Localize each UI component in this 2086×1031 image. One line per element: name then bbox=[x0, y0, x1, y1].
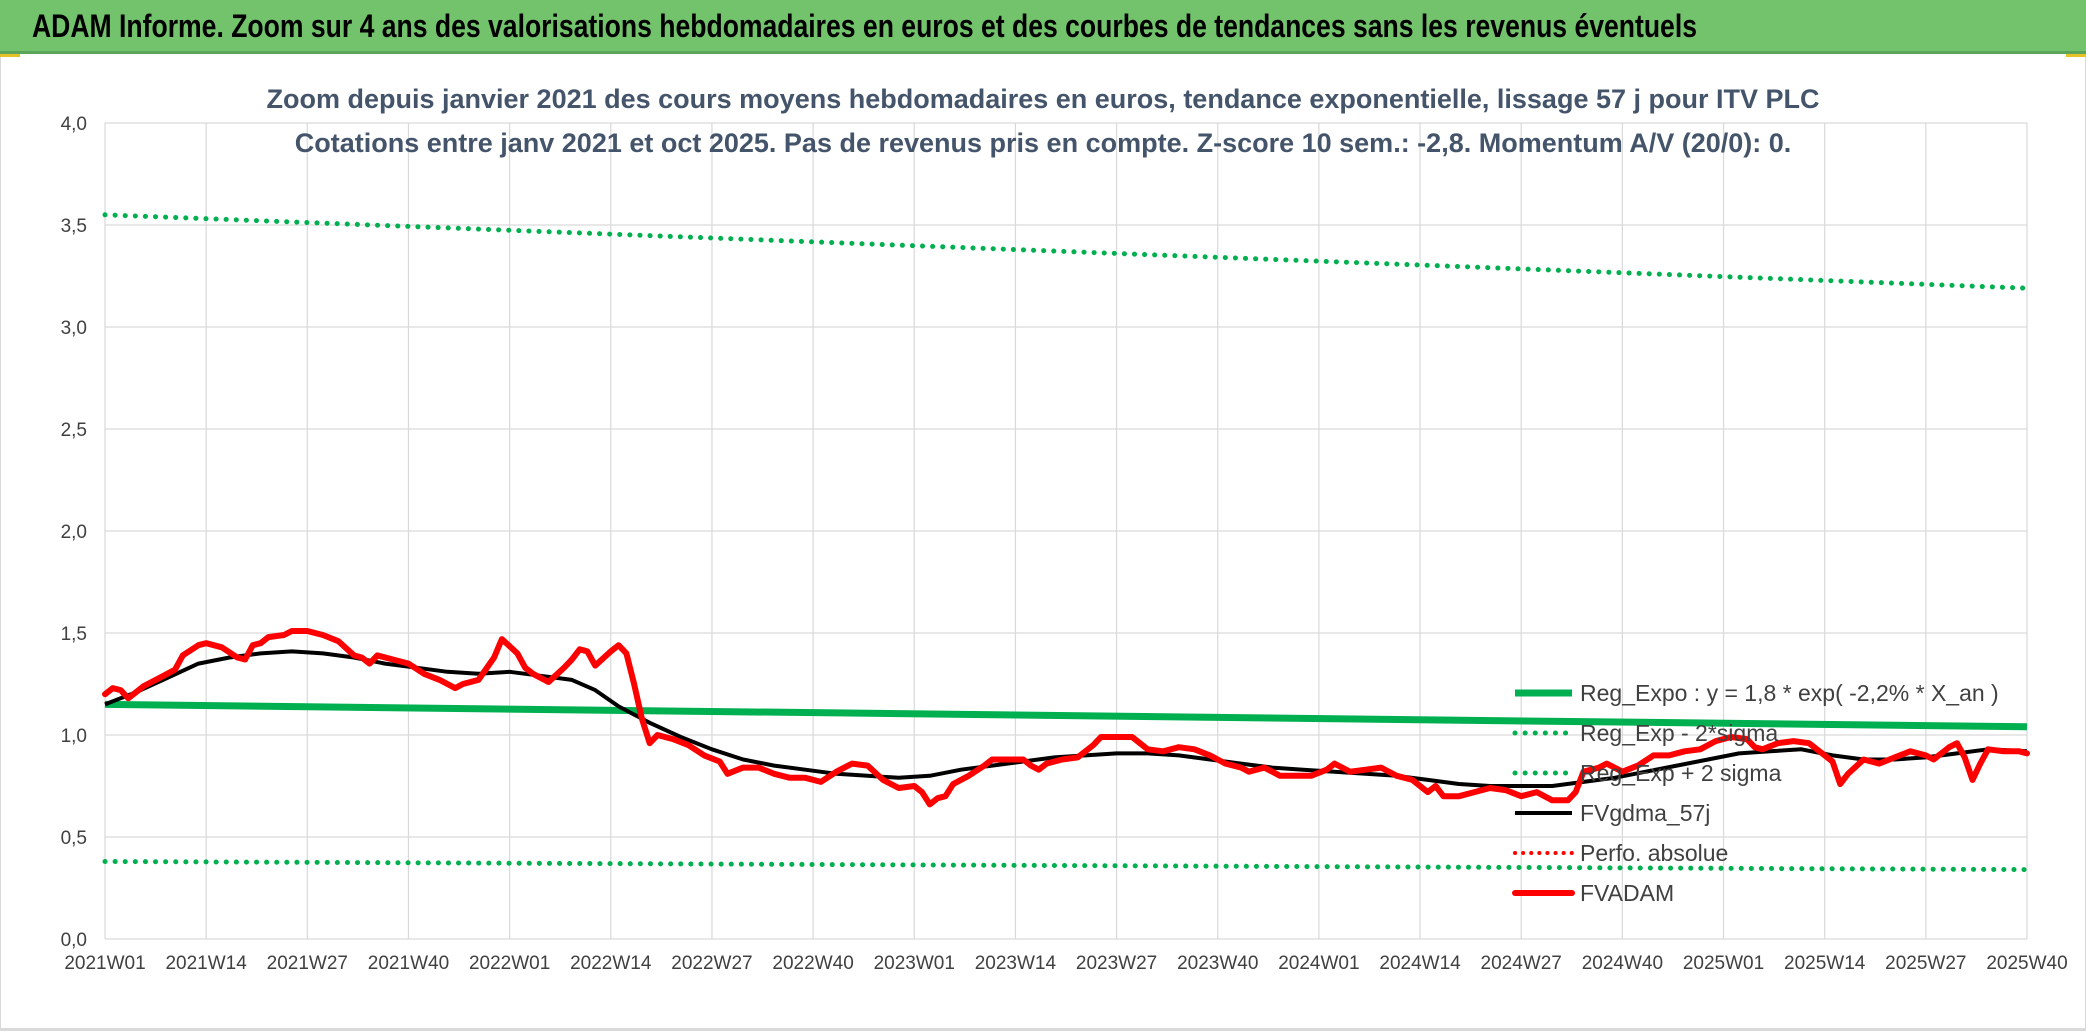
y-tick-label: 1,0 bbox=[61, 726, 87, 747]
legend-entry: FVgdma_57j bbox=[1580, 800, 1710, 826]
x-tick-label: 2021W40 bbox=[368, 953, 449, 974]
chart-title-line-1: Zoom depuis janvier 2021 des cours moyen… bbox=[267, 84, 1820, 114]
x-tick-label: 2023W01 bbox=[874, 953, 955, 974]
chart-title-line-2: Cotations entre janv 2021 et oct 2025. P… bbox=[295, 128, 1792, 158]
y-tick-label: 1,5 bbox=[61, 624, 87, 645]
x-tick-label: 2023W27 bbox=[1076, 953, 1157, 974]
y-tick-label: 4,0 bbox=[61, 114, 87, 135]
x-tick-label: 2021W14 bbox=[165, 953, 247, 974]
legend-entry: Reg_Exp + 2 sigma bbox=[1580, 760, 1782, 786]
x-tick-label: 2023W40 bbox=[1177, 953, 1258, 974]
title-banner: ADAM Informe. Zoom sur 4 ans des valoris… bbox=[0, 0, 2086, 54]
x-tick-label: 2023W14 bbox=[975, 953, 1057, 974]
x-tick-label: 2022W27 bbox=[671, 953, 752, 974]
x-tick-label: 2025W40 bbox=[1986, 953, 2067, 974]
x-tick-label: 2024W27 bbox=[1481, 953, 1562, 974]
x-tick-label: 2021W01 bbox=[64, 953, 145, 974]
trend-line bbox=[104, 700, 2028, 731]
banner-accent-right bbox=[2066, 54, 2086, 57]
x-tick-label: 2024W01 bbox=[1278, 953, 1359, 974]
y-tick-label: 3,0 bbox=[61, 318, 87, 339]
moving-average-line bbox=[104, 649, 2028, 788]
x-tick-label: 2025W01 bbox=[1683, 953, 1764, 974]
legend-entry: FVADAM bbox=[1580, 880, 1674, 906]
legend-entry: Reg_Expo : y = 1,8 * exp( -2,2% * X_an ) bbox=[1580, 680, 1999, 706]
upper-band-line bbox=[102, 212, 2030, 291]
lower-band-line bbox=[102, 859, 2030, 873]
x-tick-label: 2025W14 bbox=[1784, 953, 1866, 974]
legend-entry: Reg_Exp - 2*sigma bbox=[1580, 720, 1778, 746]
x-tick-label: 2024W14 bbox=[1379, 953, 1461, 974]
y-tick-label: 2,0 bbox=[61, 522, 87, 543]
y-axis-ticks: 0,0 0,5 1,0 1,5 2,0 2,5 3,0 3,5 4,0 bbox=[61, 114, 87, 951]
y-tick-label: 0,5 bbox=[61, 828, 87, 849]
x-tick-label: 2022W40 bbox=[772, 953, 853, 974]
y-tick-label: 0,0 bbox=[61, 930, 87, 951]
x-axis-ticks: 2021W01 2021W14 2021W27 2021W40 2022W01 2022W… bbox=[64, 953, 2067, 974]
legend: Reg_Expo : y = 1,8 * exp( -2,2% * X_an )… bbox=[1512, 680, 1999, 906]
y-tick-label: 3,5 bbox=[61, 216, 87, 237]
banner-accent-left bbox=[0, 54, 20, 57]
legend-entry: Perfo. absolue bbox=[1580, 840, 1728, 866]
price-line bbox=[102, 628, 2030, 808]
x-tick-label: 2022W14 bbox=[570, 953, 652, 974]
series bbox=[102, 212, 2030, 873]
x-tick-label: 2024W40 bbox=[1582, 953, 1663, 974]
grid bbox=[104, 122, 2028, 940]
chart-title: Zoom depuis janvier 2021 des cours moyen… bbox=[267, 84, 1820, 158]
y-tick-label: 2,5 bbox=[61, 420, 87, 441]
x-tick-label: 2025W27 bbox=[1885, 953, 1966, 974]
x-tick-label: 2021W27 bbox=[267, 953, 348, 974]
banner-title: ADAM Informe. Zoom sur 4 ans des valoris… bbox=[32, 8, 1697, 44]
x-tick-label: 2022W01 bbox=[469, 953, 550, 974]
